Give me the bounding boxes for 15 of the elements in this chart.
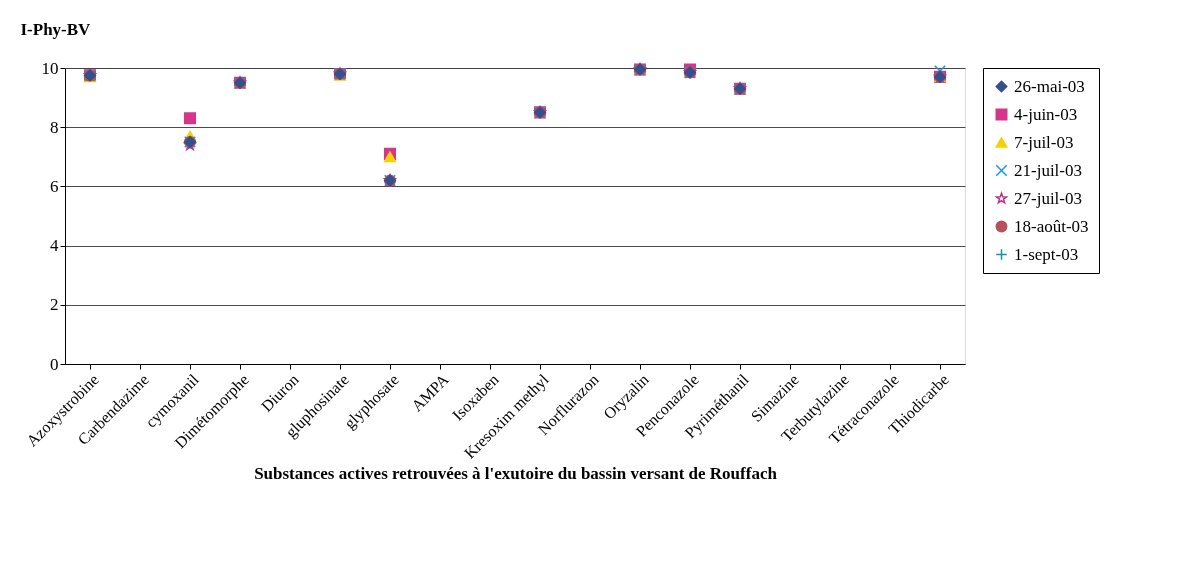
legend-label: 1-sept-03 — [1014, 244, 1079, 264]
y-tick-label: 2 — [50, 295, 59, 315]
legend-label: 18-août-03 — [1014, 216, 1089, 236]
legend-label: 7-juil-03 — [1014, 132, 1074, 152]
y-tick-label: 8 — [50, 117, 59, 137]
legend-label: 26-mai-03 — [1014, 76, 1085, 96]
legend-label: 27-juil-03 — [1014, 188, 1082, 208]
legend-label: 4-juin-03 — [1014, 104, 1078, 124]
y-axis-title: I-Phy-BV — [20, 19, 92, 39]
x-axis-title: Substances actives retrouvées à l'exutoire du bassin versant de Rouffach — [254, 463, 778, 483]
y-tick-label: 10 — [41, 58, 59, 78]
y-tick-label: 6 — [50, 176, 59, 196]
y-tick-label: 0 — [50, 354, 59, 374]
legend-label: 21-juil-03 — [1014, 160, 1082, 180]
y-tick-label: 4 — [50, 236, 59, 256]
